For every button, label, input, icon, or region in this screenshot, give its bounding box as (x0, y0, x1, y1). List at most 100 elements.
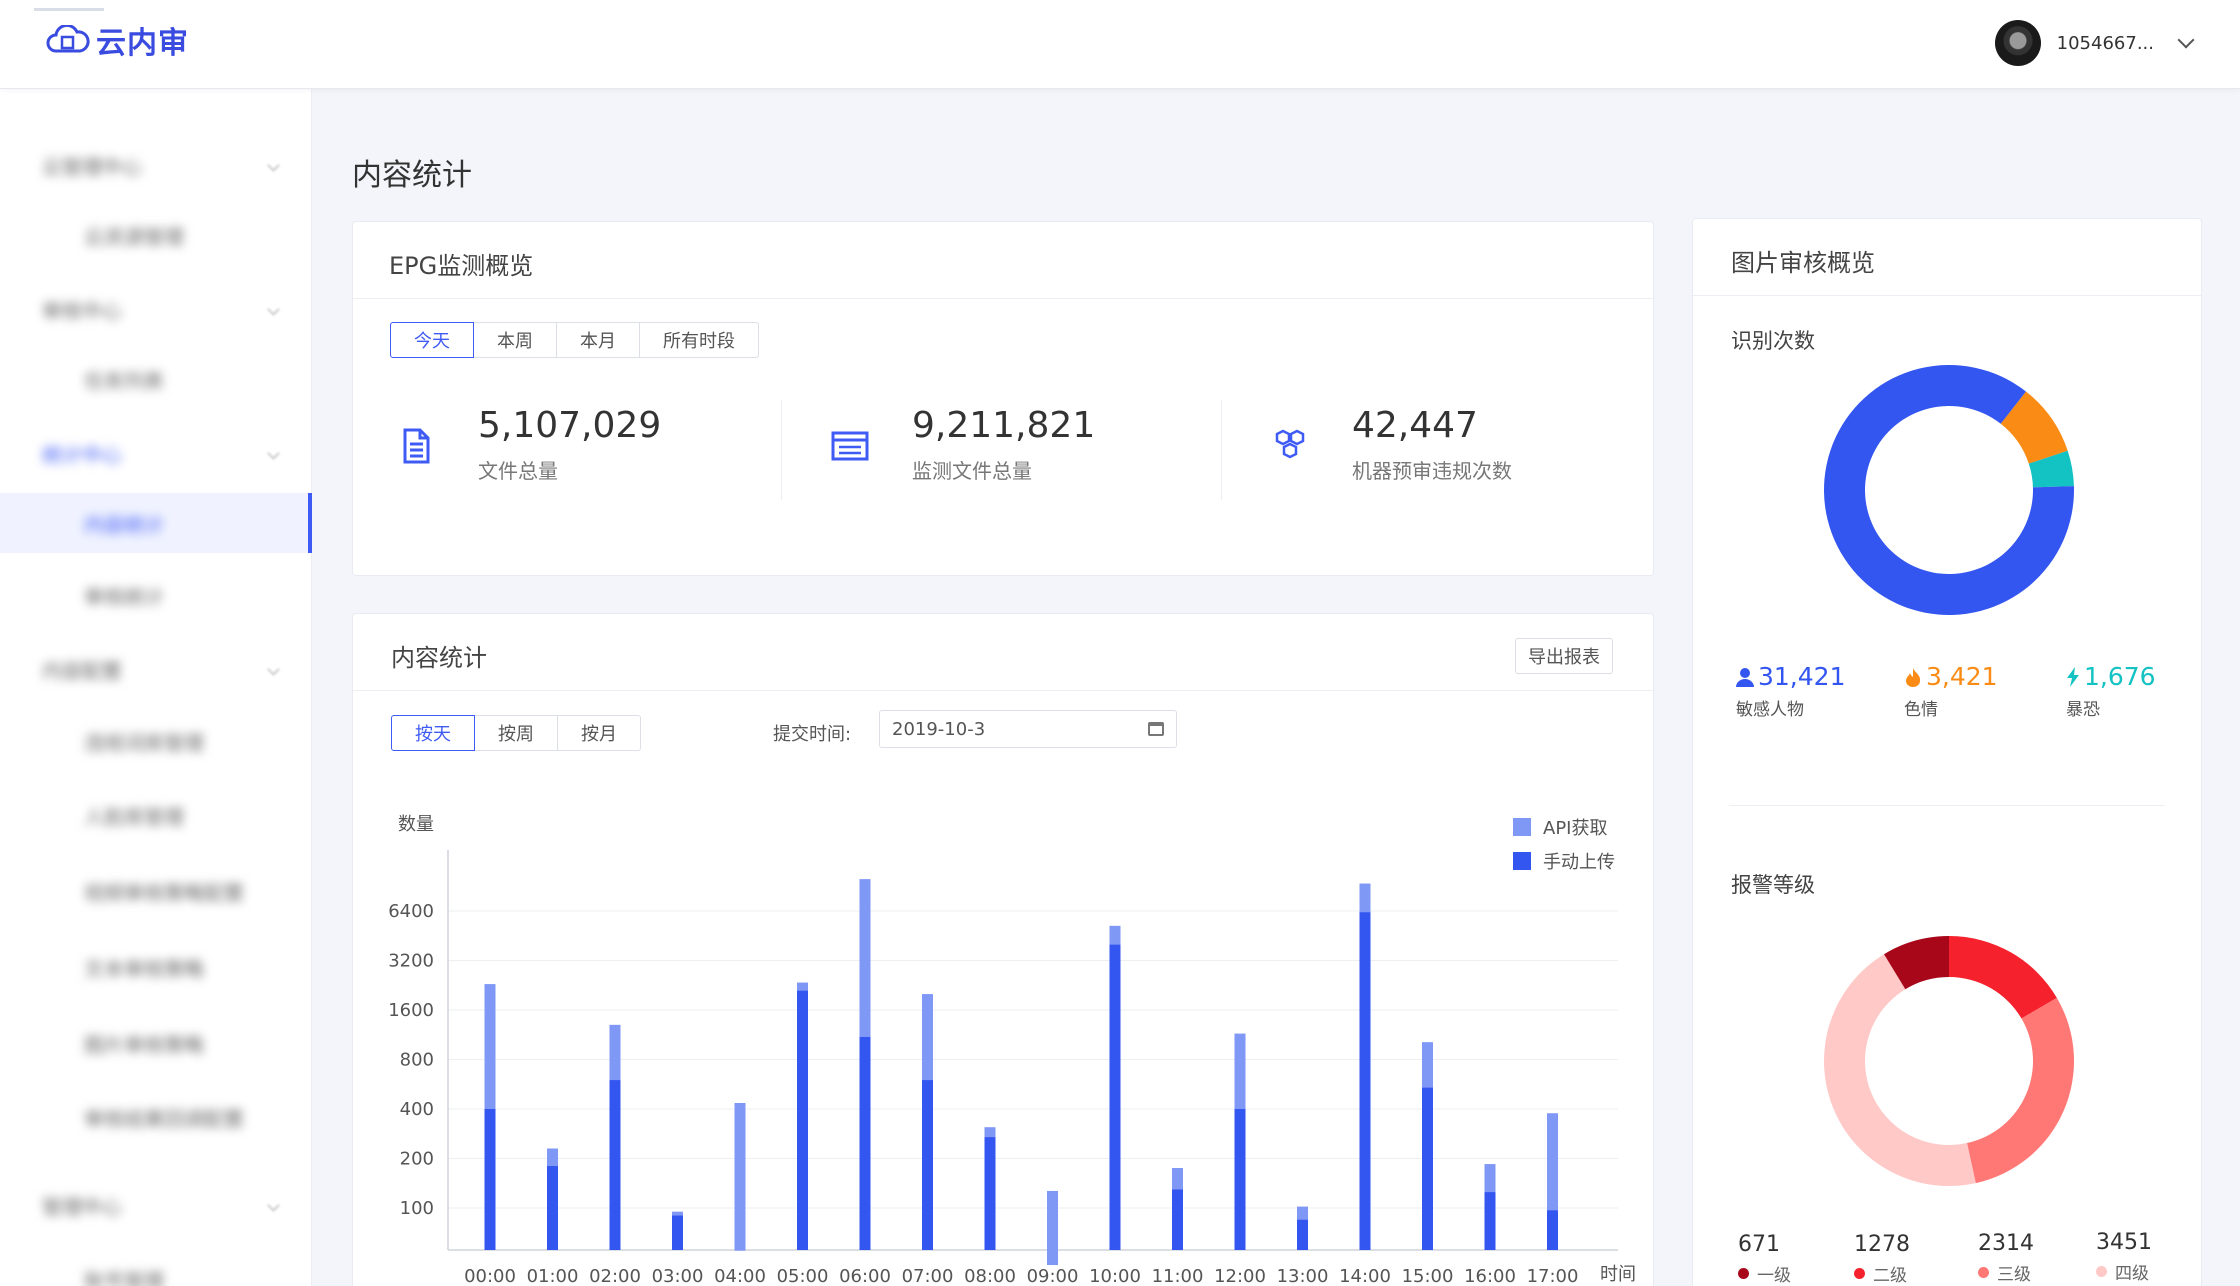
chevron-down-icon[interactable] (267, 446, 280, 460)
chevron-down-icon[interactable] (267, 158, 280, 172)
chevron-down-icon[interactable] (267, 1198, 280, 1212)
lightning-icon (2067, 666, 2079, 687)
recognition-slice (2000, 391, 2068, 464)
tab-today[interactable]: 今天 (390, 322, 474, 358)
sidebar-item-label: 内容配置 (42, 658, 122, 683)
sidebar-item-0[interactable]: 云管理中心 (0, 135, 312, 195)
alert-value: 1278 (1854, 1232, 1910, 1257)
legend-manual[interactable]: 手动上传 (1513, 848, 1615, 874)
x-tick-label: 15:00 (1402, 1266, 1454, 1286)
legend-dot (1854, 1268, 1865, 1279)
tab-this-month[interactable]: 本月 (556, 322, 640, 358)
bar-manual (609, 1080, 621, 1250)
tab-this-week[interactable]: 本周 (473, 322, 557, 358)
metric-label: 暴恐 (2066, 700, 2100, 720)
metric-sensitive-person: 31,421 敏感人物 (1736, 662, 1845, 720)
stat-label: 机器预审违规次数 (1352, 459, 1512, 484)
legend-label: API获取 (1543, 818, 1608, 839)
section-divider (1729, 805, 2165, 806)
x-tick-label: 10:00 (1089, 1266, 1141, 1286)
chevron-down-icon[interactable] (267, 302, 280, 316)
sidebar-item-10[interactable]: 视频审核策略配置 (0, 861, 312, 921)
epg-period-tabs: 今天 本周 本月 所有时段 (390, 322, 759, 358)
legend-swatch (1513, 852, 1531, 870)
stat-monitored-files: 9,211,821 监测文件总量 (830, 404, 1095, 504)
cloud-logo-icon (46, 25, 90, 53)
chevron-down-icon[interactable] (2177, 31, 2195, 49)
x-tick-label: 09:00 (1027, 1266, 1079, 1286)
stat-label: 文件总量 (478, 459, 558, 484)
stat-value: 9,211,821 (912, 405, 1096, 446)
sidebar-item-label: 任务列表 (84, 368, 164, 393)
sidebar-item-label: 云管理中心 (42, 154, 142, 179)
logo[interactable]: 云内审 (46, 18, 189, 62)
sidebar-item-6[interactable]: 审核统计 (0, 565, 312, 625)
sidebar-item-14[interactable]: 管理中心 (0, 1175, 312, 1235)
alert-level-3: 2314 三级 (1978, 1231, 2034, 1285)
sidebar-item-5[interactable]: 内容统计 (0, 493, 312, 553)
alert-level-slice (1949, 936, 2057, 1019)
date-picker-input[interactable]: 2019-10-3 (879, 710, 1177, 748)
legend-swatch (1513, 818, 1531, 836)
sidebar-item-15[interactable]: 账号管理 (0, 1249, 312, 1286)
sidebar-item-label: 审核结果回调配置 (84, 1106, 244, 1131)
y-tick-label: 200 (400, 1149, 434, 1170)
logo-accent-bar (34, 8, 104, 11)
sidebar-item-9[interactable]: 人脸库管理 (0, 785, 312, 845)
bar-manual (797, 990, 808, 1250)
sidebar-item-4[interactable]: 统计中心 (0, 423, 312, 483)
logo-text: 云内审 (96, 26, 189, 61)
date-value: 2019-10-3 (892, 718, 986, 740)
sidebar-item-7[interactable]: 内容配置 (0, 639, 312, 699)
legend-api[interactable]: API获取 (1513, 814, 1607, 840)
sidebar-item-13[interactable]: 审核结果回调配置 (0, 1087, 312, 1147)
alert-label: 二级 (1873, 1266, 1907, 1286)
bar-manual (1547, 1210, 1558, 1250)
metric-porn: 3,421 色情 (1904, 662, 1998, 720)
tab-by-week[interactable]: 按周 (474, 715, 558, 751)
sidebar-item-label: 图片审核策略 (84, 1032, 204, 1057)
bar-api (1359, 883, 1371, 913)
tab-all-time[interactable]: 所有时段 (639, 322, 759, 358)
sidebar-item-11[interactable]: 文本审核策略 (0, 937, 312, 997)
bar-api (1484, 1164, 1496, 1193)
bar-manual (547, 1166, 558, 1250)
alert-level-1: 671 一级 (1738, 1232, 1791, 1286)
user-name[interactable]: 1054667... (2056, 32, 2154, 54)
bar-api (1172, 1168, 1183, 1190)
top-header: 云内审 1054667... (0, 0, 2240, 89)
recognition-slice (2028, 450, 2074, 488)
tab-by-month[interactable]: 按月 (557, 715, 641, 751)
sidebar-item-8[interactable]: 违规词库管理 (0, 711, 312, 771)
calendar-icon[interactable] (1148, 722, 1164, 736)
legend-dot (1978, 1267, 1989, 1278)
tab-by-day[interactable]: 按天 (391, 715, 475, 751)
x-tick-label: 08:00 (964, 1266, 1016, 1286)
metric-label: 敏感人物 (1736, 700, 1804, 720)
x-tick-label: 12:00 (1214, 1266, 1266, 1286)
x-tick-label: 06:00 (839, 1266, 891, 1286)
bar-api (1234, 1033, 1246, 1109)
alert-level-2: 1278 二级 (1854, 1232, 1910, 1286)
sidebar-item-label: 视频审核策略配置 (84, 880, 244, 905)
bar-manual (1297, 1219, 1308, 1250)
y-tick-label: 800 (400, 1050, 434, 1071)
bar-manual (1172, 1189, 1183, 1250)
bar-manual (672, 1215, 683, 1250)
sidebar-item-12[interactable]: 图片审核策略 (0, 1013, 312, 1073)
sidebar-item-3[interactable]: 任务列表 (0, 349, 312, 409)
bar-api (1297, 1206, 1308, 1220)
stat-value: 5,107,029 (478, 405, 662, 446)
stat-violations: 42,447 机器预审违规次数 (1270, 404, 1512, 504)
sidebar-item-2[interactable]: 审核中心 (0, 279, 312, 339)
sidebar-item-1[interactable]: 云资源管理 (0, 205, 312, 265)
browser-window-icon (831, 431, 869, 461)
export-report-button[interactable]: 导出报表 (1515, 638, 1613, 674)
avatar[interactable] (1994, 20, 2041, 66)
sidebar-item-label: 内容统计 (84, 512, 164, 537)
alert-label: 一级 (1757, 1266, 1791, 1286)
alert-level-slice (1966, 997, 2074, 1184)
chevron-down-icon[interactable] (267, 662, 280, 676)
user-menu[interactable]: 1054667... (1994, 20, 2200, 66)
